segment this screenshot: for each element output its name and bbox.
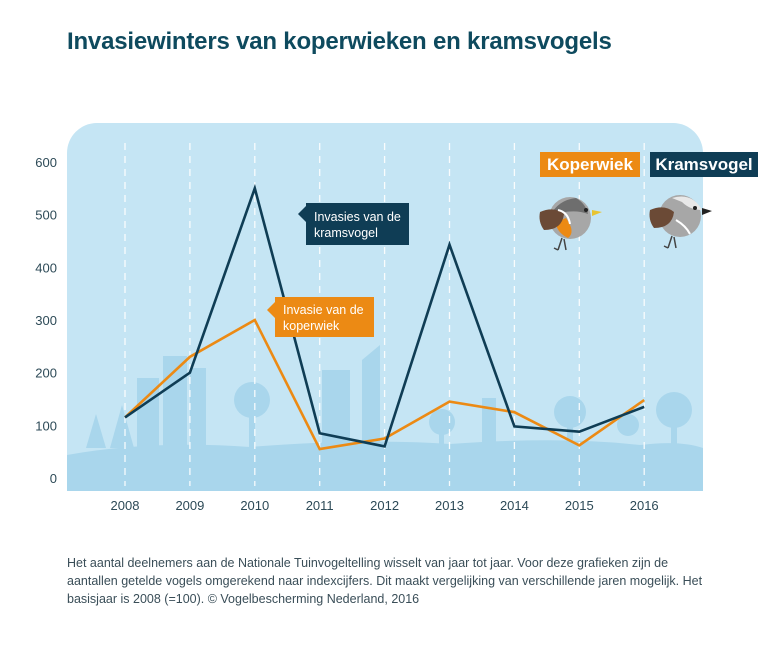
x-axis-ticks: 2008 2009 2010 2011 2012 2013 2014 2015 2016	[111, 498, 659, 513]
koperwiek-bird-icon	[539, 197, 602, 251]
x-tick-label: 2014	[500, 498, 529, 513]
y-tick-label: 400	[35, 260, 57, 275]
x-tick-label: 2008	[111, 498, 140, 513]
x-tick-label: 2015	[565, 498, 594, 513]
series-lines	[124, 183, 645, 451]
legend-kramsvogel-label: Kramsvogel	[655, 155, 752, 174]
line-chart: 0 100 200 300 400 500 600 2008 2009 2010 2011 2012…	[35, 123, 758, 513]
legend: Koperwiek Kramsvogel	[540, 152, 758, 177]
y-tick-label: 0	[50, 471, 57, 486]
x-tick-label: 2009	[175, 498, 204, 513]
y-tick-label: 100	[35, 418, 57, 433]
annotation-kramsvogel-line1: Invasies van de	[314, 210, 401, 224]
legend-koperwiek-box	[540, 152, 640, 177]
chart-title: Invasiewinters van koperwieken en kramsv…	[67, 28, 612, 55]
y-tick-label: 500	[35, 208, 57, 223]
y-tick-label: 600	[35, 155, 57, 170]
x-tick-label: 2011	[306, 498, 334, 513]
city-skyline-background	[67, 345, 703, 491]
x-tick-label: 2012	[370, 498, 399, 513]
annotation-koperwiek-line2: koperwiek	[283, 319, 340, 333]
x-tick-label: 2013	[435, 498, 464, 513]
annotation-kramsvogel-line2: kramsvogel	[314, 226, 378, 240]
legend-kramsvogel-box	[650, 152, 758, 177]
y-axis-ticks: 0 100 200 300 400 500 600	[35, 155, 57, 486]
chart-caption: Het aantal deelnemers aan de Nationale T…	[67, 556, 703, 606]
kramsvogel-bird-icon	[649, 195, 712, 249]
legend-koperwiek-label: Koperwiek	[547, 155, 634, 174]
x-tick-label: 2016	[630, 498, 659, 513]
y-tick-label: 200	[35, 366, 57, 381]
x-tick-label: 2010	[240, 498, 269, 513]
annotation-koperwiek: Invasie van de koperwiek	[267, 297, 374, 337]
annotation-kramsvogel: Invasies van de kramsvogel	[298, 203, 409, 245]
y-tick-label: 300	[35, 313, 57, 328]
annotation-koperwiek-line1: Invasie van de	[283, 303, 364, 317]
